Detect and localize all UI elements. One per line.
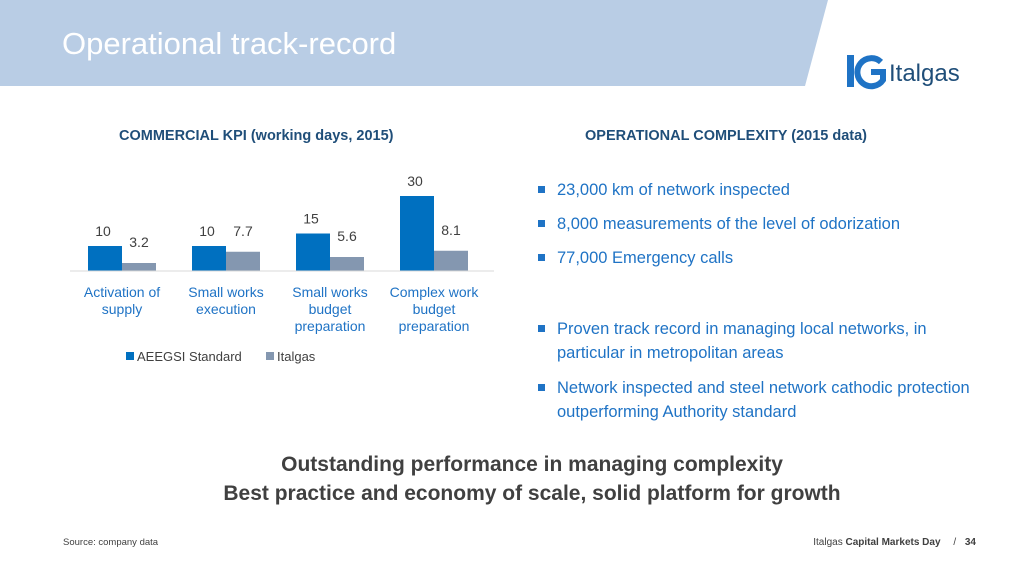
footer-source: Source: company data [63, 537, 159, 548]
bar-aeegsi-0 [88, 246, 122, 271]
page-number: 34 [964, 537, 976, 548]
bullet-odorization: 8,000 measurements of the level of odori… [538, 212, 977, 236]
category-label-2-line-1: budget [309, 301, 352, 317]
bar-italgas-2 [330, 257, 364, 271]
kpi-chart-title: COMMERCIAL KPI (working days, 2015) [119, 128, 394, 144]
category-label-3-line-0: Complex work [390, 284, 480, 300]
category-label-1-line-1: execution [196, 301, 256, 317]
category-label-3-line-1: budget [413, 301, 456, 317]
bullet-network-inspected: 23,000 km of network inspected [538, 178, 977, 202]
data-label-italgas-2: 5.6 [337, 228, 357, 244]
conclusion-line-2: Best practice and economy of scale, soli… [223, 482, 841, 505]
conclusion-line-1: Outstanding performance in managing comp… [281, 453, 783, 476]
data-label-aeegsi-2: 15 [303, 211, 319, 227]
legend-label-aeegsi: AEEGSI Standard [137, 349, 242, 364]
bullet-emergency-calls: 77,000 Emergency calls [538, 246, 977, 270]
data-label-aeegsi-3: 30 [407, 173, 423, 189]
bar-italgas-0 [122, 263, 156, 271]
footer-event: Italgas Capital Markets Day / 34 [813, 537, 976, 548]
legend-swatch-aeegsi [126, 352, 134, 360]
bar-italgas-3 [434, 250, 468, 271]
footer-separator: / [953, 537, 957, 548]
category-label-2-line-0: Small works [292, 284, 367, 300]
bullet-square-icon [538, 254, 545, 261]
italgas-logo: Italgas [847, 55, 960, 90]
bullet-square-icon [538, 220, 545, 227]
bar-aeegsi-1 [192, 246, 226, 271]
bar-italgas-1 [226, 251, 260, 271]
complexity-title: OPERATIONAL COMPLEXITY (2015 data) [585, 128, 867, 144]
bullet-cathodic-protection: Network inspected and steel network cath… [538, 376, 977, 424]
footer-company: Italgas [813, 537, 843, 548]
category-label-1-line-0: Small works [188, 284, 263, 300]
bar-aeegsi-2 [296, 233, 330, 271]
category-label-0-line-0: Activation of [84, 284, 160, 300]
bar-aeegsi-3 [400, 196, 434, 271]
bullet-square-icon [538, 186, 545, 193]
logo-mark-bar [847, 55, 854, 87]
footer-event-name: Capital Markets Day [845, 537, 941, 548]
slide-title: Operational track-record [62, 26, 397, 61]
data-label-italgas-0: 3.2 [129, 234, 149, 250]
data-label-italgas-3: 8.1 [441, 222, 461, 238]
title-banner [0, 0, 828, 86]
data-label-aeegsi-0: 10 [95, 223, 111, 239]
category-label-0-line-1: supply [102, 301, 142, 317]
bullet-square-icon [538, 325, 545, 332]
legend-swatch-italgas [266, 352, 274, 360]
data-label-italgas-1: 7.7 [233, 223, 253, 239]
category-label-3-line-2: preparation [399, 318, 470, 334]
bullet-track-record: Proven track record in managing local ne… [538, 317, 977, 365]
data-label-aeegsi-1: 10 [199, 223, 215, 239]
bullet-square-icon [538, 384, 545, 391]
logo-text: Italgas [889, 60, 960, 87]
legend-label-italgas: Italgas [277, 349, 316, 364]
logo-mark-g [854, 55, 886, 90]
category-label-2-line-2: preparation [295, 318, 366, 334]
